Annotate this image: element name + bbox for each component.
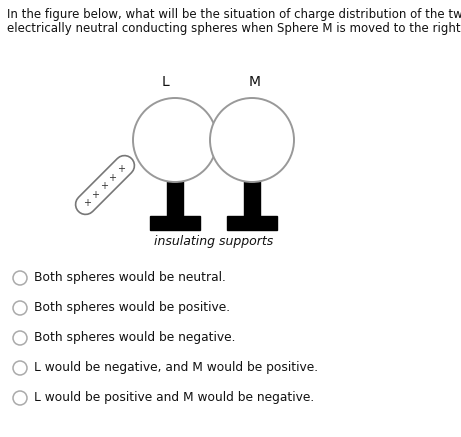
Text: L would be positive and M would be negative.: L would be positive and M would be negat… xyxy=(34,392,314,405)
Text: +: + xyxy=(91,190,99,200)
Bar xyxy=(167,178,183,216)
Text: electrically neutral conducting spheres when Sphere M is moved to the right?: electrically neutral conducting spheres … xyxy=(7,22,461,35)
Text: In the figure below, what will be the situation of charge distribution of the tw: In the figure below, what will be the si… xyxy=(7,8,461,21)
Bar xyxy=(227,216,277,230)
Text: insulating supports: insulating supports xyxy=(154,235,273,248)
Bar xyxy=(244,178,260,216)
Text: M: M xyxy=(249,75,261,89)
Circle shape xyxy=(133,98,217,182)
Text: +: + xyxy=(83,198,91,208)
Polygon shape xyxy=(76,156,135,215)
Text: Both spheres would be neutral.: Both spheres would be neutral. xyxy=(34,271,226,284)
Bar xyxy=(150,216,200,230)
Text: +: + xyxy=(100,181,107,191)
Text: L: L xyxy=(161,75,169,89)
Text: +: + xyxy=(108,173,116,183)
Text: L would be negative, and M would be positive.: L would be negative, and M would be posi… xyxy=(34,361,318,375)
Circle shape xyxy=(210,98,294,182)
Text: Both spheres would be negative.: Both spheres would be negative. xyxy=(34,332,236,344)
Text: Both spheres would be positive.: Both spheres would be positive. xyxy=(34,302,230,315)
Text: +: + xyxy=(117,164,124,174)
